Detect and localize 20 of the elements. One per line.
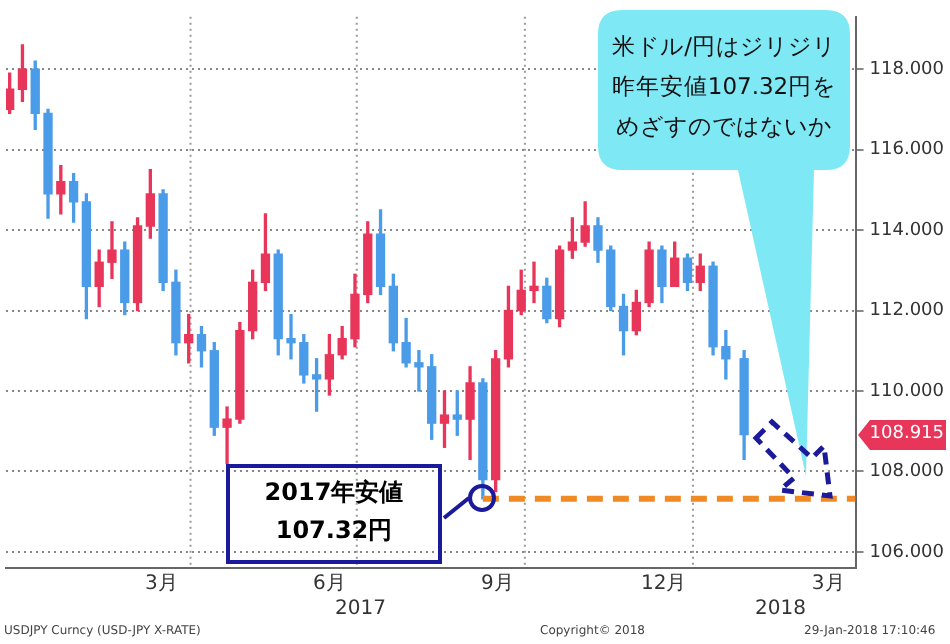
annotation: 米ドル/円はジリジリ [610,30,838,64]
y-tick-label: 116.000 [869,140,945,161]
y-tick-label: 108.000 [869,462,945,483]
text: 108.915 [869,422,944,449]
x-tick-label: 9月 [481,573,514,596]
note-box: 2017年安値107.32円 [226,464,442,564]
text: 2017 [335,598,386,620]
x-tick-label: 3月 [811,573,845,596]
y-tick-label: 118.000 [869,59,945,80]
x-tick-label: 3月 [144,573,178,596]
annotation: 昨年安値107.32円を [609,70,839,104]
y-tick-label: 112.000 [869,301,945,322]
annotation: めざすのではないか [614,110,834,144]
x-tick-label: 12月 [640,573,687,596]
y-tick-label: 114.000 [869,220,945,241]
y-tick-label: 106.000 [869,542,945,563]
text: 2018 [755,598,806,620]
y-tick-label: 110.000 [869,381,945,402]
annotation: 2017年安値107.32円 [262,476,406,548]
x-tick-label: 6月 [313,573,346,596]
